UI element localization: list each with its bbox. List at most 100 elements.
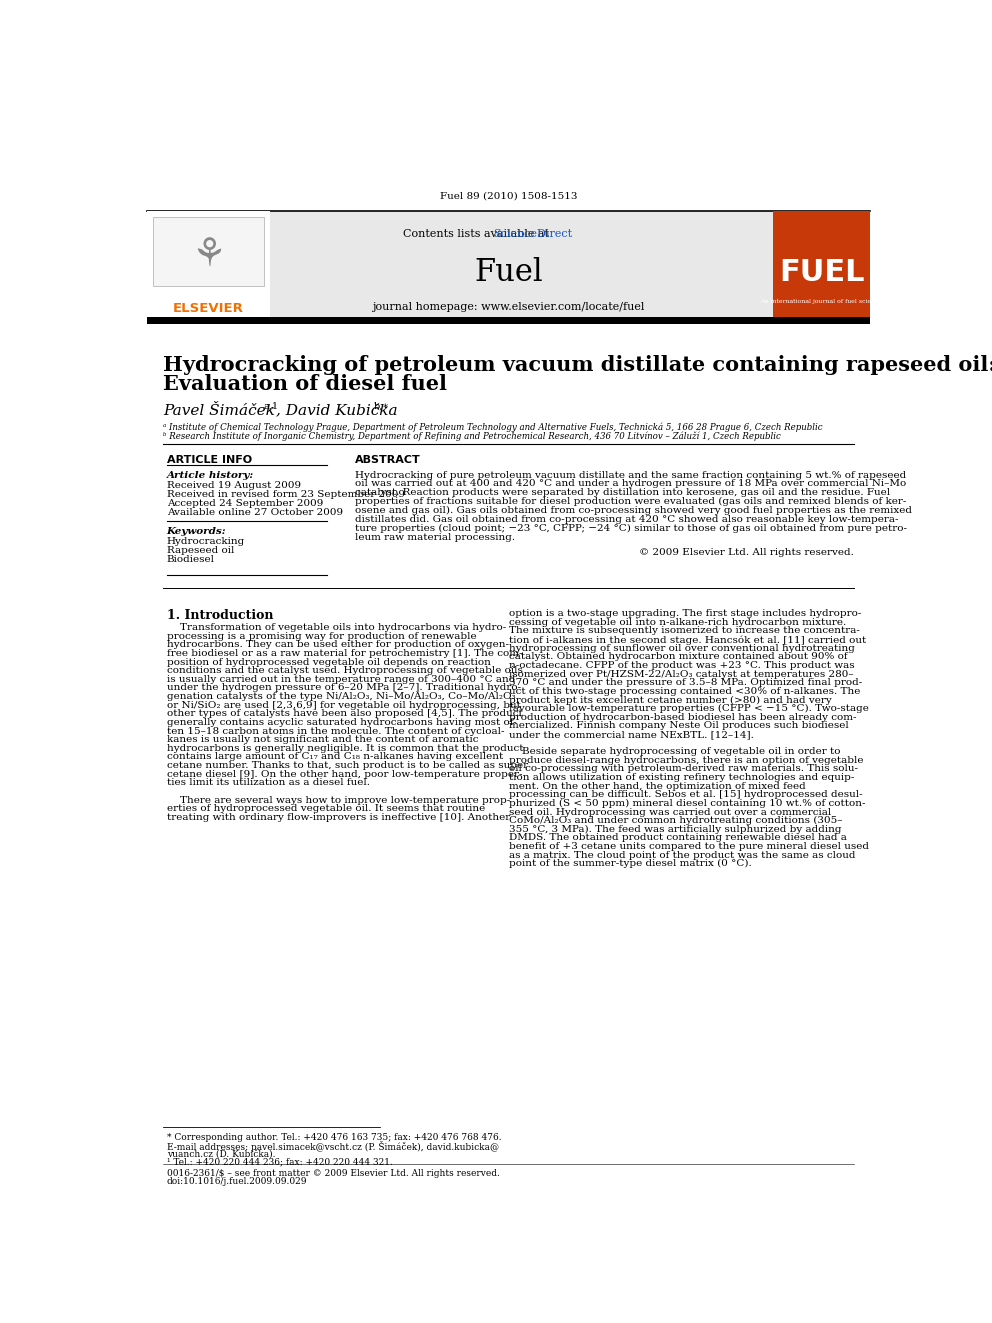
- Text: cetane number. Thanks to that, such product is to be called as super: cetane number. Thanks to that, such prod…: [167, 761, 528, 770]
- Text: , David Kubička: , David Kubička: [276, 404, 398, 418]
- Text: ABSTRACT: ABSTRACT: [355, 455, 421, 466]
- Bar: [147, 316, 870, 324]
- Text: ten 15–18 carbon atoms in the molecule. The content of cycloal-: ten 15–18 carbon atoms in the molecule. …: [167, 726, 504, 736]
- Text: n-octadecane. CFPP of the product was +23 °C. This product was: n-octadecane. CFPP of the product was +2…: [509, 662, 855, 669]
- Text: osene and gas oil). Gas oils obtained from co-processing showed very good fuel p: osene and gas oil). Gas oils obtained fr…: [355, 505, 912, 515]
- Text: Hydrocracking: Hydrocracking: [167, 537, 245, 546]
- Text: treating with ordinary flow-improvers is ineffective [10]. Another: treating with ordinary flow-improvers is…: [167, 812, 510, 822]
- Text: Contents lists available at: Contents lists available at: [403, 229, 553, 239]
- Text: An international journal of fuel science: An international journal of fuel science: [761, 299, 883, 304]
- Text: 370 °C and under the pressure of 3.5–8 MPa. Optimized final prod-: 370 °C and under the pressure of 3.5–8 M…: [509, 679, 862, 687]
- Text: hydroprocessing of sunflower oil over conventional hydrotreating: hydroprocessing of sunflower oil over co…: [509, 644, 855, 652]
- Text: mercialized. Finnish company Neste Oil produces such biodiesel: mercialized. Finnish company Neste Oil p…: [509, 721, 849, 730]
- Bar: [147, 212, 270, 316]
- Text: ScienceDirect: ScienceDirect: [493, 229, 572, 239]
- Text: a,1: a,1: [264, 401, 279, 410]
- Text: seed oil. Hydroprocessing was carried out over a commercial: seed oil. Hydroprocessing was carried ou…: [509, 807, 831, 816]
- Text: as a matrix. The cloud point of the product was the same as cloud: as a matrix. The cloud point of the prod…: [509, 851, 856, 860]
- Text: leum raw material processing.: leum raw material processing.: [355, 533, 515, 541]
- Text: Fuel: Fuel: [474, 257, 543, 288]
- Text: * Corresponding author. Tel.: +420 476 163 735; fax: +420 476 768 476.: * Corresponding author. Tel.: +420 476 1…: [167, 1132, 501, 1142]
- Text: ᵇ Research Institute of Inorganic Chemistry, Department of Refining and Petroche: ᵇ Research Institute of Inorganic Chemis…: [163, 431, 781, 441]
- Text: conditions and the catalyst used. Hydroprocessing of vegetable oils: conditions and the catalyst used. Hydrop…: [167, 667, 523, 675]
- Text: under the hydrogen pressure of 6–20 MPa [2–7]. Traditional hydro-: under the hydrogen pressure of 6–20 MPa …: [167, 684, 521, 692]
- Text: phurized (S < 50 ppm) mineral diesel containing 10 wt.% of cotton-: phurized (S < 50 ppm) mineral diesel con…: [509, 799, 866, 808]
- Bar: [774, 212, 870, 316]
- Text: uct of this two-stage processing contained <30% of n-alkanes. The: uct of this two-stage processing contain…: [509, 687, 860, 696]
- Text: Received in revised form 23 September 2009: Received in revised form 23 September 20…: [167, 490, 405, 499]
- Text: doi:10.1016/j.fuel.2009.09.029: doi:10.1016/j.fuel.2009.09.029: [167, 1176, 308, 1185]
- Text: hydrocarbons. They can be used either for production of oxygen-: hydrocarbons. They can be used either fo…: [167, 640, 509, 650]
- Text: Transformation of vegetable oils into hydrocarbons via hydro-: Transformation of vegetable oils into hy…: [167, 623, 506, 632]
- Text: Received 19 August 2009: Received 19 August 2009: [167, 480, 301, 490]
- Text: Accepted 24 September 2009: Accepted 24 September 2009: [167, 499, 323, 508]
- Text: DMDS. The obtained product containing renewable diesel had a: DMDS. The obtained product containing re…: [509, 833, 847, 843]
- Text: distillates did. Gas oil obtained from co-processing at 420 °C showed also reaso: distillates did. Gas oil obtained from c…: [355, 515, 899, 524]
- Text: genation catalysts of the type Ni/Al₂O₃, Ni–Mo/Al₂O₃, Co–Mo/Al₂O₃: genation catalysts of the type Ni/Al₂O₃,…: [167, 692, 515, 701]
- Text: ties limit its utilization as a diesel fuel.: ties limit its utilization as a diesel f…: [167, 778, 370, 787]
- Text: contains large amount of C₁₇ and C₁₈ n-alkanes having excellent: contains large amount of C₁₇ and C₁₈ n-a…: [167, 753, 503, 762]
- Text: Beside separate hydroprocessing of vegetable oil in order to: Beside separate hydroprocessing of veget…: [509, 747, 840, 757]
- Text: ⚘: ⚘: [191, 235, 226, 274]
- Text: Fuel 89 (2010) 1508-1513: Fuel 89 (2010) 1508-1513: [439, 192, 577, 200]
- Text: Hydrocracking of pure petroleum vacuum distillate and the same fraction containi: Hydrocracking of pure petroleum vacuum d…: [355, 471, 907, 480]
- Text: position of hydroprocessed vegetable oil depends on reaction: position of hydroprocessed vegetable oil…: [167, 658, 490, 667]
- Text: ARTICLE INFO: ARTICLE INFO: [167, 455, 252, 466]
- Text: generally contains acyclic saturated hydrocarbons having most of-: generally contains acyclic saturated hyd…: [167, 718, 516, 726]
- Text: under the commercial name NExBTL. [12–14].: under the commercial name NExBTL. [12–14…: [509, 730, 754, 740]
- Text: benefit of +3 cetane units compared to the pure mineral diesel used: benefit of +3 cetane units compared to t…: [509, 841, 869, 851]
- Text: option is a two-stage upgrading. The first stage includes hydropro-: option is a two-stage upgrading. The fir…: [509, 609, 861, 618]
- Text: Evaluation of diesel fuel: Evaluation of diesel fuel: [163, 374, 446, 394]
- Text: vuanch.cz (D. Kubička).: vuanch.cz (D. Kubička).: [167, 1148, 275, 1159]
- Text: b,∗: b,∗: [374, 401, 390, 410]
- Text: cessing of vegetable oil into n-alkane-rich hydrocarbon mixture.: cessing of vegetable oil into n-alkane-r…: [509, 618, 846, 627]
- Text: is usually carried out in the temperature range of 300–400 °C and: is usually carried out in the temperatur…: [167, 675, 515, 684]
- Text: ment. On the other hand, the optimization of mixed feed: ment. On the other hand, the optimizatio…: [509, 782, 806, 791]
- Text: Rapeseed oil: Rapeseed oil: [167, 546, 234, 556]
- Text: 1. Introduction: 1. Introduction: [167, 609, 273, 622]
- Text: tion allows utilization of existing refinery technologies and equip-: tion allows utilization of existing refi…: [509, 773, 854, 782]
- Text: point of the summer-type diesel matrix (0 °C).: point of the summer-type diesel matrix (…: [509, 860, 752, 868]
- Text: catalyst. Obtained hydrocarbon mixture contained about 90% of: catalyst. Obtained hydrocarbon mixture c…: [509, 652, 848, 662]
- Text: oil was carried out at 400 and 420 °C and under a hydrogen pressure of 18 MPa ov: oil was carried out at 400 and 420 °C an…: [355, 479, 907, 488]
- Text: 355 °C, 3 MPa). The feed was artificially sulphurized by adding: 355 °C, 3 MPa). The feed was artificiall…: [509, 824, 841, 833]
- Text: Available online 27 October 2009: Available online 27 October 2009: [167, 508, 343, 517]
- Text: Article history:: Article history:: [167, 471, 254, 480]
- Text: other types of catalysts have been also proposed [4,5]. The product: other types of catalysts have been also …: [167, 709, 523, 718]
- Text: cetane diesel [9]. On the other hand, poor low-temperature proper-: cetane diesel [9]. On the other hand, po…: [167, 770, 522, 779]
- Text: journal homepage: www.elsevier.com/locate/fuel: journal homepage: www.elsevier.com/locat…: [372, 303, 645, 312]
- Text: © 2009 Elsevier Ltd. All rights reserved.: © 2009 Elsevier Ltd. All rights reserved…: [639, 548, 854, 557]
- Text: hydrocarbons is generally negligible. It is common that the product: hydrocarbons is generally negligible. It…: [167, 744, 523, 753]
- Text: The mixture is subsequently isomerized to increase the concentra-: The mixture is subsequently isomerized t…: [509, 627, 860, 635]
- Text: CoMo/Al₂O₃ and under common hydrotreating conditions (305–: CoMo/Al₂O₃ and under common hydrotreatin…: [509, 816, 842, 826]
- Text: product kept its excellent cetane number (>80) and had very: product kept its excellent cetane number…: [509, 696, 832, 705]
- Text: kanes is usually not significant and the content of aromatic: kanes is usually not significant and the…: [167, 736, 478, 744]
- Bar: [147, 212, 870, 316]
- Text: production of hydrocarbon-based biodiesel has been already com-: production of hydrocarbon-based biodiese…: [509, 713, 857, 722]
- Text: properties of fractions suitable for diesel production were evaluated (gas oils : properties of fractions suitable for die…: [355, 497, 907, 507]
- Text: oil co-processing with petroleum-derived raw materials. This solu-: oil co-processing with petroleum-derived…: [509, 765, 858, 774]
- Text: ᵃ Institute of Chemical Technology Prague, Department of Petroleum Technology an: ᵃ Institute of Chemical Technology Pragu…: [163, 422, 822, 431]
- Text: ELSEVIER: ELSEVIER: [173, 303, 244, 315]
- Text: Pavel Šimáček: Pavel Šimáček: [163, 404, 275, 418]
- Text: processing is a promising way for production of renewable: processing is a promising way for produc…: [167, 631, 476, 640]
- Text: tion of i-alkanes in the second stage. Hancsók et al. [11] carried out: tion of i-alkanes in the second stage. H…: [509, 635, 866, 644]
- Text: erties of hydroprocessed vegetable oil. It seems that routine: erties of hydroprocessed vegetable oil. …: [167, 804, 485, 814]
- Text: free biodiesel or as a raw material for petrochemistry [1]. The com-: free biodiesel or as a raw material for …: [167, 650, 522, 658]
- Text: favourable low-temperature properties (CFPP < −15 °C). Two-stage: favourable low-temperature properties (C…: [509, 704, 869, 713]
- Text: ¹ Tel.: +420 220 444 236; fax: +420 220 444 321.: ¹ Tel.: +420 220 444 236; fax: +420 220 …: [167, 1158, 393, 1167]
- Text: FUEL: FUEL: [779, 258, 864, 287]
- Text: or Ni/SiO₂ are used [2,3,6,9] for vegetable oil hydroprocessing, but: or Ni/SiO₂ are used [2,3,6,9] for vegeta…: [167, 701, 521, 709]
- Text: catalyst. Reaction products were separated by distillation into kerosene, gas oi: catalyst. Reaction products were separat…: [355, 488, 890, 497]
- Text: Keywords:: Keywords:: [167, 527, 226, 536]
- Text: E-mail addresses: pavel.simacek@vscht.cz (P. Šimáček), david.kubicka@: E-mail addresses: pavel.simacek@vscht.cz…: [167, 1142, 499, 1152]
- Text: ture properties (cloud point; −23 °C, CFPP; −24 °C) similar to those of gas oil : ture properties (cloud point; −23 °C, CF…: [355, 524, 907, 533]
- Text: Biodiesel: Biodiesel: [167, 556, 214, 565]
- Text: produce diesel-range hydrocarbons, there is an option of vegetable: produce diesel-range hydrocarbons, there…: [509, 755, 864, 765]
- Text: isomerized over Pt/HZSM-22/Al₂O₃ catalyst at temperatures 280–: isomerized over Pt/HZSM-22/Al₂O₃ catalys…: [509, 669, 854, 679]
- Text: There are several ways how to improve low-temperature prop-: There are several ways how to improve lo…: [167, 795, 510, 804]
- Text: Hydrocracking of petroleum vacuum distillate containing rapeseed oil:: Hydrocracking of petroleum vacuum distil…: [163, 355, 992, 376]
- Text: 0016-2361/$ – see front matter © 2009 Elsevier Ltd. All rights reserved.: 0016-2361/$ – see front matter © 2009 El…: [167, 1170, 500, 1177]
- Text: processing can be difficult. Sebos et al. [15] hydroprocessed desul-: processing can be difficult. Sebos et al…: [509, 790, 863, 799]
- Bar: [154, 217, 264, 286]
